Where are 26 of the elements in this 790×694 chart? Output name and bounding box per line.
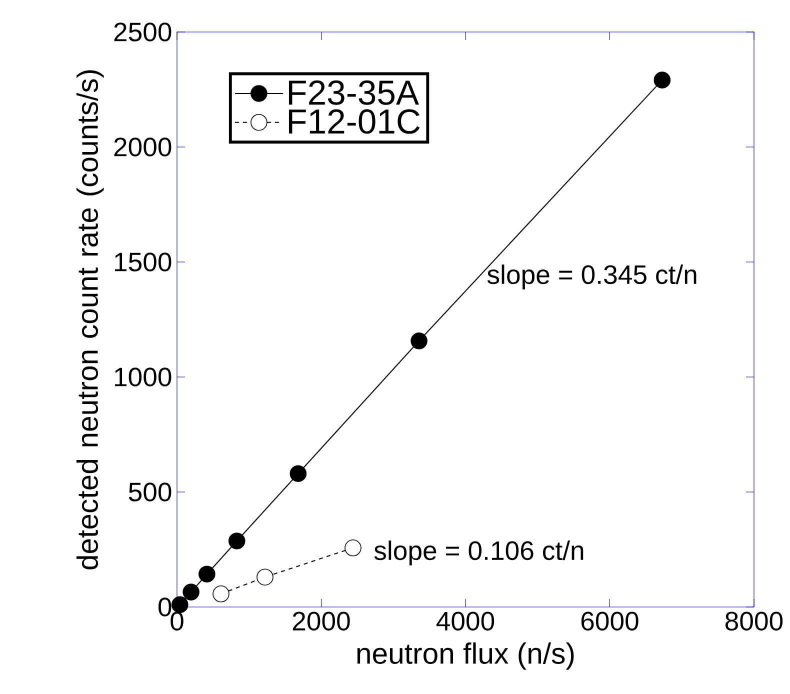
x-tick-label: 8000 — [725, 612, 783, 631]
x-tick-label: 4000 — [436, 612, 494, 631]
legend-label: F12-01C — [288, 109, 420, 134]
x-tick-label: 6000 — [581, 612, 638, 631]
point — [182, 584, 200, 600]
point — [654, 72, 671, 88]
point — [256, 568, 274, 586]
y-tick-label: 500 — [128, 482, 172, 502]
point — [212, 585, 230, 602]
annotation: slope = 0.345 ct/n — [487, 264, 696, 290]
legend-label: F23-35A — [288, 80, 420, 105]
y-tick-label: 1500 — [114, 252, 172, 272]
y-tick-label: 2000 — [114, 138, 172, 156]
point — [410, 332, 428, 350]
point — [344, 539, 362, 556]
x-tick-label: 2000 — [292, 612, 350, 631]
x-axis-title: neutron flux (n/s) — [357, 642, 574, 670]
y-tick-label: 0 — [158, 598, 172, 616]
point — [198, 566, 216, 583]
x-tick-label: 0 — [170, 612, 184, 631]
point — [290, 465, 307, 482]
point — [228, 532, 246, 550]
y-tick-label: 2500 — [114, 22, 172, 42]
y-tick-label: 1000 — [114, 368, 172, 386]
y-axis-title: detected neutron count rate (counts/s) — [76, 70, 104, 570]
annotation: slope = 0.106 ct/n — [374, 540, 584, 566]
